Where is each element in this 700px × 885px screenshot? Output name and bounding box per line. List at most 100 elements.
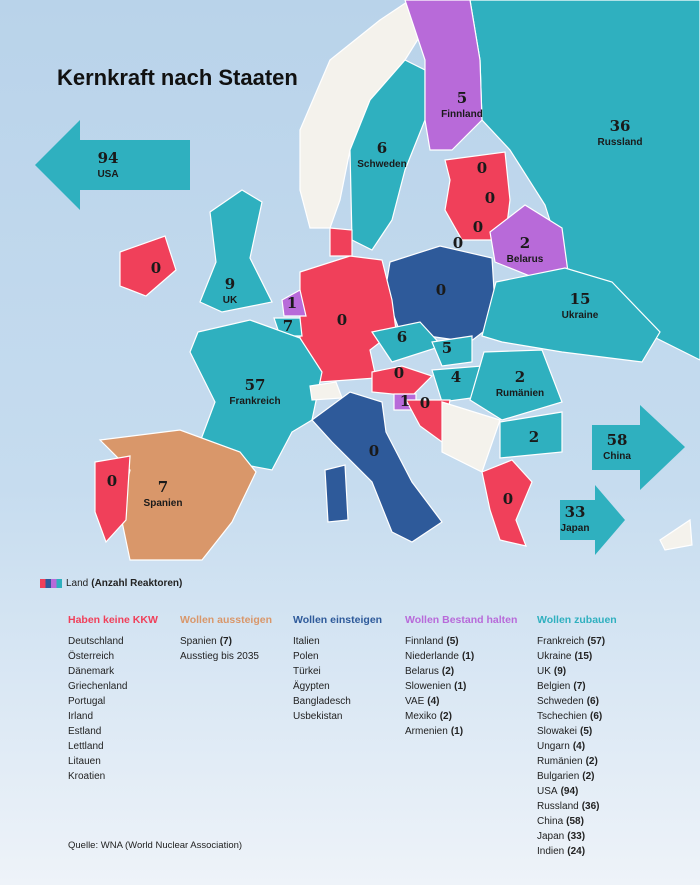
- item-name: Indien: [537, 846, 565, 857]
- list-item: Irland: [68, 711, 94, 722]
- list-item: VAE (4): [405, 694, 517, 709]
- map-value: 0: [503, 490, 513, 508]
- map-value: 58: [607, 431, 628, 449]
- item-count: (4): [427, 696, 440, 707]
- list-item: Slowenien (1): [405, 679, 517, 694]
- item-count: (33): [567, 831, 586, 842]
- item-name: Belarus: [405, 666, 439, 677]
- slovakia: [431, 335, 473, 367]
- column: Wollen zubauen Frankreich (57) Ukraine (15) U…: [537, 614, 617, 859]
- map: Kernkraft nach Staaten 94USA5Finnland36R…: [35, 0, 700, 561]
- list-item: Ausstieg bis 2035: [180, 651, 259, 662]
- netherlands: [281, 289, 307, 317]
- sardinia: [324, 464, 349, 523]
- list-item: Niederlande (1): [405, 649, 517, 664]
- item-name: USA: [537, 786, 558, 797]
- cyprus: [659, 518, 693, 551]
- column-heading: Wollen aussteigen: [180, 614, 272, 626]
- map-name: Belarus: [507, 254, 544, 265]
- legend-swatch: [40, 579, 62, 588]
- map-value: 5: [457, 89, 467, 107]
- list-item: Belarus (2): [405, 664, 517, 679]
- column: Wollen einsteigen Italien Polen Türkei Ägypt…: [293, 614, 382, 724]
- item-name: Finnland: [405, 636, 444, 647]
- list-item: Frankreich (57): [537, 634, 617, 649]
- item-name: VAE: [405, 696, 425, 707]
- list-item: Armenien (1): [405, 724, 517, 739]
- item-count: (6): [590, 711, 603, 722]
- map-value: 57: [245, 376, 266, 394]
- item-name: Ungarn: [537, 741, 570, 752]
- list-item: Belgien (7): [537, 679, 617, 694]
- item-name: Frankreich: [537, 636, 585, 647]
- list-item: Tschechien (6): [537, 709, 617, 724]
- map-value: 0: [107, 472, 117, 490]
- map-value: 0: [337, 311, 347, 329]
- item-count: (6): [586, 696, 599, 707]
- list-item: Polen: [293, 651, 319, 662]
- item-count: (2): [582, 771, 595, 782]
- map-value: 0: [453, 234, 463, 252]
- item-count: (2): [439, 711, 452, 722]
- map-value: 0: [394, 364, 404, 382]
- item-count: (15): [574, 651, 593, 662]
- item-name: Bulgarien: [537, 771, 580, 782]
- list-item: Österreich: [68, 651, 115, 662]
- arrows: [35, 120, 685, 555]
- list-item: Bangladesch: [293, 696, 351, 707]
- item-count: (94): [560, 786, 579, 797]
- arrow-usa: [35, 120, 190, 210]
- item-count: (2): [441, 666, 455, 677]
- map-value: 2: [529, 428, 539, 446]
- arrow-japan: [560, 485, 625, 555]
- item-count: (24): [567, 846, 586, 857]
- list-item: UK (9): [537, 664, 617, 679]
- item-count: (1): [450, 726, 464, 737]
- item-name: Slowakei: [537, 726, 578, 737]
- map-value: 5: [442, 339, 452, 357]
- map-value: 0: [485, 189, 495, 207]
- map-value: 15: [570, 290, 591, 308]
- map-name: Russland: [597, 137, 642, 148]
- list-item: Rumänien (2): [537, 754, 617, 769]
- item-count: (7): [219, 636, 232, 647]
- finland: [404, 0, 483, 151]
- item-name: UK: [537, 666, 551, 677]
- list-item: Estland: [68, 726, 102, 737]
- item-count: (5): [446, 636, 459, 647]
- map-value: 0: [473, 218, 483, 236]
- item-name: China: [537, 816, 564, 827]
- denmark: [329, 227, 353, 257]
- list-item: Ukraine (15): [537, 649, 617, 664]
- legend-detail: (Anzahl Reaktoren): [91, 578, 183, 589]
- item-count: (7): [573, 681, 586, 692]
- bulgaria: [499, 411, 563, 459]
- item-name: Niederlande: [405, 651, 459, 662]
- column: Wollen Bestand halten Finnland (5) Niederla…: [405, 614, 517, 739]
- item-name: Ukraine: [537, 651, 572, 662]
- map-value: 36: [610, 117, 631, 135]
- sweden: [349, 59, 426, 251]
- column-heading: Wollen Bestand halten: [405, 614, 518, 626]
- austria: [371, 365, 434, 397]
- source: Quelle: WNA (World Nuclear Association): [68, 840, 243, 851]
- item-name: Mexiko: [405, 711, 437, 722]
- item-count: (1): [461, 651, 475, 662]
- column-heading: Wollen einsteigen: [293, 614, 383, 626]
- item-count: (9): [553, 666, 567, 677]
- map-value: 0: [369, 442, 379, 460]
- map-name: Spanien: [144, 498, 183, 509]
- item-count: (4): [572, 741, 586, 752]
- uk: [199, 189, 273, 313]
- list-item: Litauen: [68, 756, 101, 767]
- arrow-china: [592, 405, 685, 490]
- item-count: (2): [585, 756, 598, 767]
- legend-label: Land: [66, 578, 89, 589]
- list-item: Ungarn (4): [537, 739, 617, 754]
- map-name: Ukraine: [562, 310, 599, 321]
- list-item: Schweden (6): [537, 694, 617, 709]
- countries: [94, 0, 700, 561]
- item-name: Belgien: [537, 681, 571, 692]
